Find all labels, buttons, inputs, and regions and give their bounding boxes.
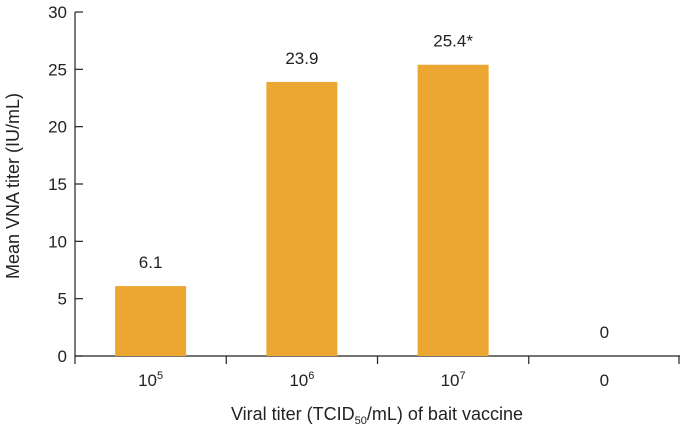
data-label: 25.4* <box>433 32 473 51</box>
y-tick-label: 25 <box>48 60 67 79</box>
y-tick-label: 30 <box>48 3 67 22</box>
x-tick-label: 0 <box>600 371 609 390</box>
bar <box>115 286 187 356</box>
data-labels: 6.1 23.9 25.4* 0 <box>139 32 609 342</box>
x-axis-title-subscript: 50 <box>355 415 367 427</box>
y-axis: 0 5 10 15 20 25 30 <box>48 3 83 366</box>
x-tick-label: 107 <box>441 370 466 390</box>
bar <box>417 64 489 356</box>
x-axis: 105 106 107 0 <box>74 355 680 390</box>
bar <box>266 81 338 357</box>
data-label: 6.1 <box>139 253 163 272</box>
data-label: 0 <box>600 323 609 342</box>
x-tick-label: 106 <box>289 370 314 390</box>
y-tick-label: 5 <box>58 290 67 309</box>
y-tick-label: 0 <box>58 347 67 366</box>
data-label: 23.9 <box>285 49 318 68</box>
x-axis-title-pre: Viral titer (TCID <box>231 404 355 424</box>
y-axis-title: Mean VNA titer (IU/mL) <box>3 93 23 279</box>
x-axis-title: Viral titer (TCID50/mL) of bait vaccine <box>231 404 523 427</box>
x-tick-label: 105 <box>138 370 163 390</box>
x-axis-title-post: /mL) of bait vaccine <box>367 404 523 424</box>
y-tick-label: 20 <box>48 118 67 137</box>
bars <box>115 64 489 357</box>
y-tick-label: 15 <box>48 175 67 194</box>
y-tick-label: 10 <box>48 232 67 251</box>
